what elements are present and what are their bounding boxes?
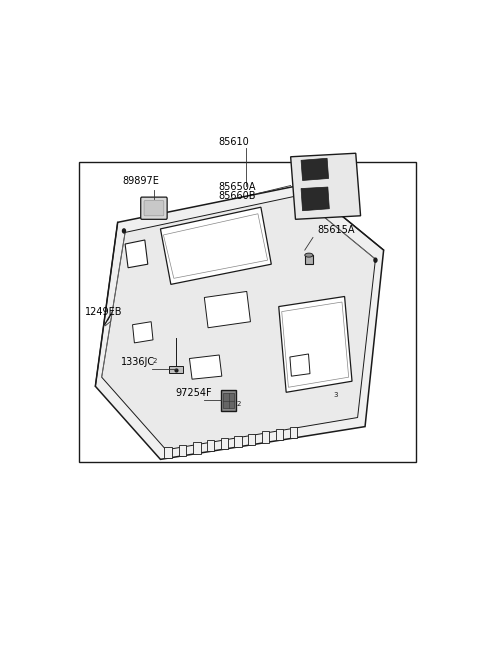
Bar	[221, 390, 236, 411]
Polygon shape	[276, 429, 283, 440]
Polygon shape	[248, 434, 255, 445]
Text: 2: 2	[153, 358, 157, 364]
Polygon shape	[160, 207, 271, 284]
Text: 85615A: 85615A	[317, 225, 355, 235]
Bar	[305, 255, 313, 264]
Polygon shape	[301, 187, 329, 211]
Bar	[223, 393, 234, 409]
Polygon shape	[290, 153, 360, 219]
Circle shape	[122, 229, 125, 233]
Text: 89897E: 89897E	[122, 176, 159, 187]
Polygon shape	[290, 427, 297, 438]
Polygon shape	[290, 354, 310, 376]
Text: 97254F: 97254F	[175, 388, 212, 398]
Polygon shape	[132, 322, 153, 343]
FancyBboxPatch shape	[141, 197, 167, 219]
Polygon shape	[96, 185, 384, 459]
Polygon shape	[207, 440, 215, 451]
Bar	[169, 366, 183, 373]
Polygon shape	[164, 447, 172, 458]
Polygon shape	[179, 445, 186, 456]
Text: 3: 3	[333, 392, 337, 398]
Polygon shape	[221, 438, 228, 449]
Text: 85660B: 85660B	[218, 191, 255, 200]
Text: 1249EB: 1249EB	[85, 307, 123, 316]
Polygon shape	[193, 442, 201, 453]
Text: 85610: 85610	[219, 137, 250, 147]
Text: 1336JC: 1336JC	[121, 357, 156, 367]
Polygon shape	[125, 240, 148, 268]
Polygon shape	[204, 291, 251, 328]
Polygon shape	[102, 196, 375, 450]
Text: 2: 2	[236, 401, 241, 407]
FancyBboxPatch shape	[144, 200, 164, 215]
Polygon shape	[301, 159, 329, 181]
Polygon shape	[262, 432, 269, 443]
Circle shape	[297, 193, 300, 196]
Polygon shape	[190, 355, 222, 379]
Circle shape	[374, 258, 377, 262]
Polygon shape	[279, 297, 352, 392]
Polygon shape	[234, 436, 241, 447]
Bar	[79, 162, 416, 462]
Ellipse shape	[305, 253, 313, 257]
Text: 85650A: 85650A	[218, 181, 255, 191]
